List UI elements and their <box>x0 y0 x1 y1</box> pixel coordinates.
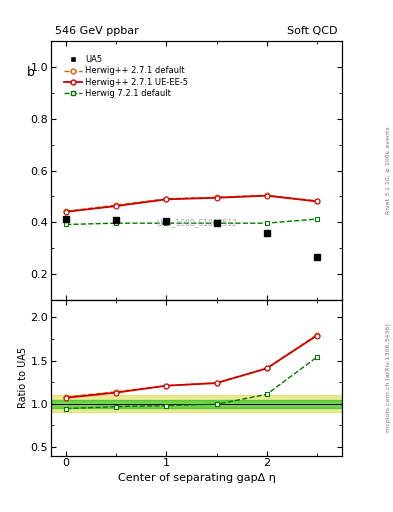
Bar <box>51 399 342 408</box>
Bar <box>51 395 342 413</box>
Legend: UA5, Herwig++ 2.7.1 default, Herwig++ 2.7.1 UE-EE-5, Herwig 7.2.1 default: UA5, Herwig++ 2.7.1 default, Herwig++ 2.… <box>61 53 191 100</box>
Text: Rivet 3.1.10, ≥ 100k events: Rivet 3.1.10, ≥ 100k events <box>386 127 391 215</box>
Text: Soft QCD: Soft QCD <box>288 26 338 36</box>
Y-axis label: b: b <box>27 66 35 78</box>
Text: 546 GeV ppbar: 546 GeV ppbar <box>55 26 139 36</box>
Y-axis label: Ratio to UA5: Ratio to UA5 <box>18 347 28 409</box>
Text: UA5_1988_S1867512: UA5_1988_S1867512 <box>156 218 237 227</box>
X-axis label: Center of separating gapΔ η: Center of separating gapΔ η <box>118 473 275 483</box>
Text: mcplots.cern.ch [arXiv:1306.3436]: mcplots.cern.ch [arXiv:1306.3436] <box>386 324 391 432</box>
